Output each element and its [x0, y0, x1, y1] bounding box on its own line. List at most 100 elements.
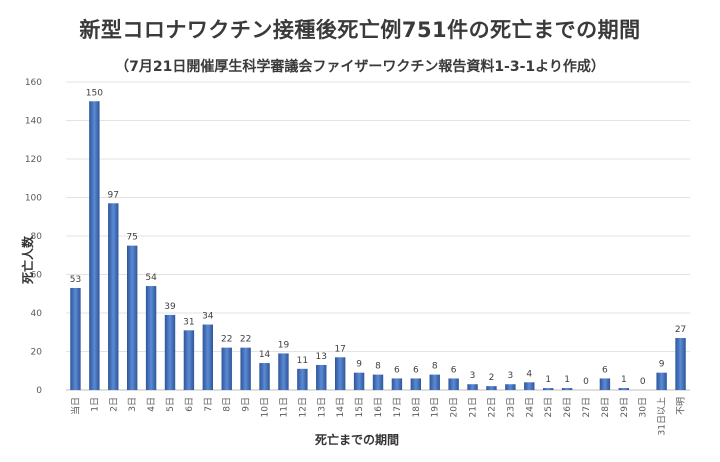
bar — [467, 384, 478, 390]
bar — [353, 372, 365, 390]
x-category-label: 1日 — [89, 397, 100, 412]
data-label: 9 — [356, 360, 362, 370]
bar — [618, 388, 630, 390]
data-label: 150 — [86, 88, 103, 98]
data-label: 2 — [489, 373, 495, 383]
bar — [675, 338, 686, 390]
data-label: 4 — [526, 369, 532, 379]
data-label: 22 — [240, 335, 251, 345]
bar — [221, 347, 232, 390]
bar — [561, 388, 573, 390]
bar — [145, 286, 157, 390]
data-label: 97 — [108, 190, 119, 200]
data-label: 17 — [334, 344, 345, 354]
x-category-label: 30日 — [638, 397, 649, 417]
x-category-label: 28日 — [600, 397, 611, 417]
x-category-label: 7日 — [203, 397, 214, 412]
y-tick-label: 40 — [31, 309, 43, 319]
data-label: 13 — [316, 352, 327, 362]
x-category-label: 16日 — [373, 397, 384, 417]
x-category-label: 31日以上 — [657, 397, 668, 435]
data-label: 11 — [297, 356, 308, 366]
data-label: 1 — [621, 375, 627, 385]
x-category-label: 17日 — [392, 397, 403, 417]
bar — [316, 364, 327, 390]
bar — [334, 357, 346, 390]
y-tick-label: 120 — [25, 155, 42, 165]
data-label: 6 — [394, 365, 400, 375]
x-axis-categories: 当日 1日 2日 3日 4日 5日 6日 7日 8日 9日 10日 11日 12日 13日 14日 15日 16… — [69, 397, 686, 435]
y-tick-label: 80 — [31, 232, 43, 242]
data-label: 3 — [470, 371, 476, 381]
x-category-label: 11日 — [278, 397, 289, 417]
data-label: 54 — [145, 273, 157, 283]
y-tick-label: 20 — [31, 348, 43, 358]
data-label: 3 — [507, 371, 513, 381]
bar — [202, 324, 214, 390]
x-category-label: 25日 — [543, 397, 554, 417]
bar — [372, 374, 384, 390]
bar — [542, 388, 554, 390]
data-label: 19 — [278, 340, 290, 350]
bar — [89, 101, 100, 390]
bar — [599, 378, 611, 390]
y-axis-ticks: 0 20 40 60 80 100 120 140 160 — [25, 78, 42, 396]
data-label: 53 — [70, 275, 81, 285]
x-category-label: 当日 — [69, 397, 81, 415]
x-category-label: 27日 — [581, 397, 592, 417]
data-label: 22 — [221, 335, 232, 345]
x-category-label: 2日 — [108, 397, 119, 412]
x-category-label: 21日 — [468, 397, 479, 417]
data-label: 9 — [659, 360, 665, 370]
x-category-label: 12日 — [297, 397, 308, 417]
x-category-label: 不明 — [676, 397, 687, 415]
x-category-label: 22日 — [486, 397, 497, 417]
y-tick-label: 100 — [25, 194, 42, 204]
bar — [524, 382, 535, 390]
bar — [278, 353, 289, 390]
data-label: 34 — [202, 312, 214, 322]
bar — [448, 378, 459, 390]
data-label: 6 — [413, 365, 419, 375]
chart-subtitle: （7月21日開催厚生科学審議会ファイザーワクチン報告資料1-3-1より作成） — [115, 59, 605, 75]
data-label: 0 — [583, 377, 589, 387]
bar — [656, 372, 667, 390]
bar — [70, 287, 81, 390]
x-category-label: 10日 — [260, 397, 271, 417]
y-tick-label: 0 — [36, 386, 42, 396]
x-category-label: 4日 — [146, 397, 157, 412]
bars — [70, 101, 686, 390]
x-category-label: 15日 — [354, 397, 365, 417]
data-label: 75 — [126, 233, 137, 243]
x-category-label: 9日 — [241, 397, 252, 412]
bar — [240, 347, 251, 390]
data-label: 14 — [259, 350, 271, 360]
gridlines — [66, 81, 690, 391]
bar — [126, 245, 138, 390]
bar — [108, 203, 119, 390]
data-label: 0 — [640, 377, 646, 387]
x-category-label: 3日 — [127, 397, 138, 412]
data-label: 8 — [375, 362, 381, 372]
x-category-label: 18日 — [411, 397, 422, 417]
bar — [183, 330, 195, 390]
bar — [486, 386, 497, 390]
x-category-label: 8日 — [222, 397, 233, 412]
bar — [297, 368, 308, 390]
bar — [410, 378, 422, 390]
y-tick-label: 60 — [31, 271, 43, 281]
bar — [259, 363, 270, 390]
x-category-label: 6日 — [184, 397, 195, 412]
data-label: 6 — [602, 365, 608, 375]
x-category-label: 19日 — [430, 397, 441, 417]
data-label: 6 — [451, 365, 457, 375]
chart-title: 新型コロナワクチン接種後死亡例751件の死亡までの期間 — [79, 18, 641, 42]
y-tick-label: 140 — [25, 117, 42, 127]
x-category-label: 5日 — [165, 397, 176, 412]
y-axis-title: 死亡人数 — [20, 235, 35, 284]
bar — [505, 384, 516, 390]
x-category-label: 29日 — [619, 397, 630, 417]
bar — [429, 374, 440, 390]
